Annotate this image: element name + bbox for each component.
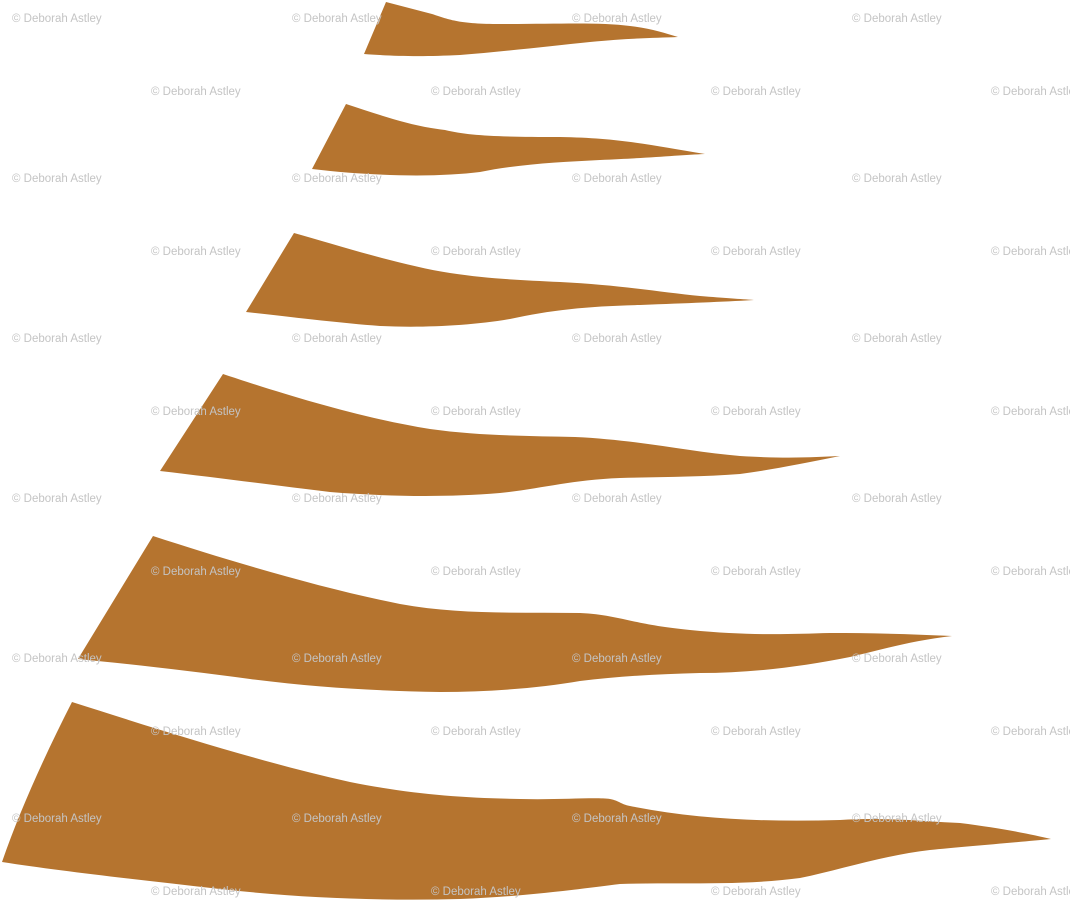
watermark-text: © Deborah Astley xyxy=(991,566,1070,578)
watermark-text: © Deborah Astley xyxy=(852,653,942,665)
watermark-text: © Deborah Astley xyxy=(431,246,521,258)
watermark-text: © Deborah Astley xyxy=(292,653,382,665)
watermark-text: © Deborah Astley xyxy=(572,653,662,665)
watermark-text: © Deborah Astley xyxy=(991,246,1070,258)
brown-shape-6 xyxy=(2,702,1051,900)
watermark-text: © Deborah Astley xyxy=(431,886,521,898)
watermark-text: © Deborah Astley xyxy=(151,406,241,418)
watermark-layer-front: © Deborah Astley © Deborah Astley © Debora… xyxy=(12,13,1070,898)
watermark-text: © Deborah Astley xyxy=(431,86,521,98)
watermark-text: © Deborah Astley xyxy=(151,86,241,98)
watermark-text: © Deborah Astley xyxy=(711,246,801,258)
brown-shape-1 xyxy=(364,2,678,57)
watermark-text: © Deborah Astley xyxy=(991,726,1070,738)
watermark-text: © Deborah Astley xyxy=(12,173,102,185)
watermark-text: © Deborah Astley xyxy=(711,726,801,738)
brown-shape-5 xyxy=(78,536,952,692)
watermark-text: © Deborah Astley xyxy=(711,566,801,578)
watermark-text: © Deborah Astley xyxy=(711,886,801,898)
brown-shape-3 xyxy=(246,233,754,327)
watermark-text: © Deborah Astley xyxy=(431,406,521,418)
watermark-text: © Deborah Astley xyxy=(711,406,801,418)
watermark-text: © Deborah Astley xyxy=(572,13,662,25)
watermark-text: © Deborah Astley xyxy=(292,813,382,825)
watermark-text: © Deborah Astley xyxy=(431,566,521,578)
watermark-text: © Deborah Astley xyxy=(572,333,662,345)
watermark-text: © Deborah Astley xyxy=(12,813,102,825)
watermark-text: © Deborah Astley xyxy=(572,173,662,185)
watermark-text: © Deborah Astley xyxy=(12,13,102,25)
shape-group xyxy=(2,2,1051,900)
watermark-text: © Deborah Astley xyxy=(852,333,942,345)
watermark-text: © Deborah Astley xyxy=(572,813,662,825)
watermark-text: © Deborah Astley xyxy=(292,13,382,25)
watermark-text: © Deborah Astley xyxy=(151,246,241,258)
watermark-text: © Deborah Astley xyxy=(431,726,521,738)
watermark-text: © Deborah Astley xyxy=(12,333,102,345)
watermark-text: © Deborah Astley xyxy=(292,173,382,185)
watermark-text: © Deborah Astley xyxy=(151,566,241,578)
brown-shape-4 xyxy=(160,374,840,496)
watermark-text: © Deborah Astley xyxy=(12,653,102,665)
brown-shape-2 xyxy=(312,104,705,176)
watermark-text: © Deborah Astley xyxy=(711,86,801,98)
watermark-text: © Deborah Astley xyxy=(292,493,382,505)
watermark-text: © Deborah Astley xyxy=(991,406,1070,418)
watermark-text: © Deborah Astley xyxy=(991,886,1070,898)
watermark-text: © Deborah Astley xyxy=(991,86,1070,98)
watermark-text: © Deborah Astley xyxy=(151,886,241,898)
watermark-text: © Deborah Astley xyxy=(852,13,942,25)
watermark-text: © Deborah Astley xyxy=(292,333,382,345)
watermark-text: © Deborah Astley xyxy=(151,726,241,738)
watermark-text: © Deborah Astley xyxy=(852,173,942,185)
watermark-text: © Deborah Astley xyxy=(572,493,662,505)
watermark-text: © Deborah Astley xyxy=(852,813,942,825)
watermark-text: © Deborah Astley xyxy=(12,493,102,505)
watermark-text: © Deborah Astley xyxy=(852,493,942,505)
